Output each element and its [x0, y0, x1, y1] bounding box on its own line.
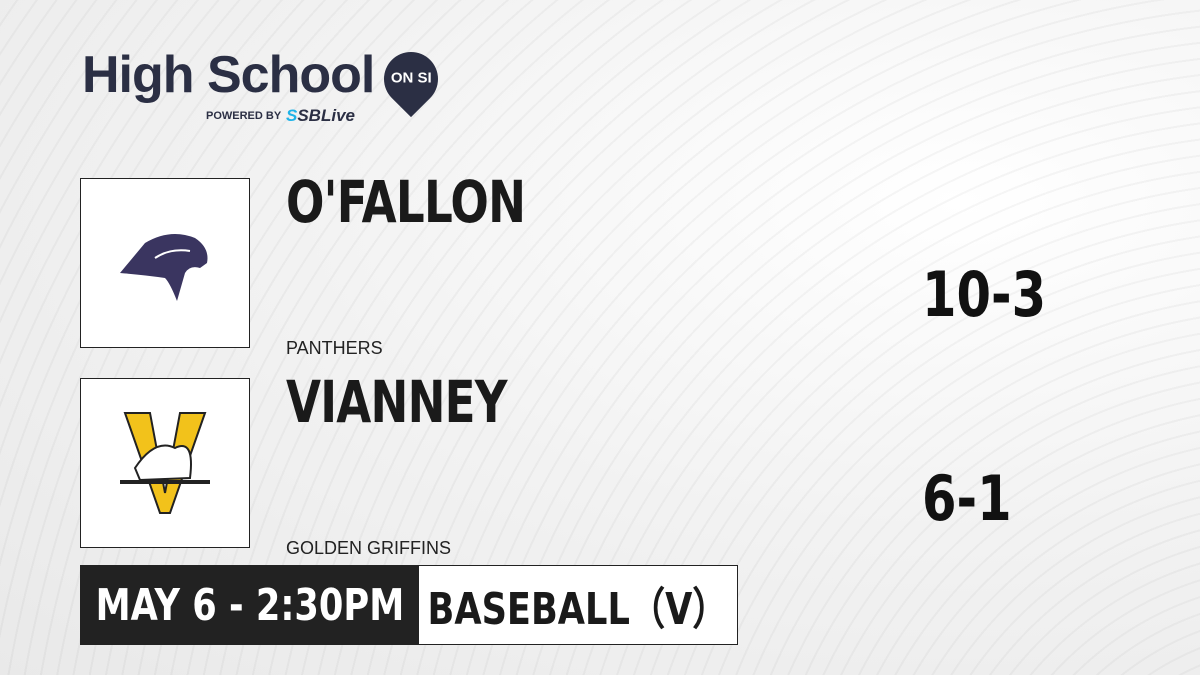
game-info-bar: MAY 6 - 2:30PM BASEBALL（V）: [80, 565, 738, 645]
team-mascot: PANTHERS: [286, 338, 383, 358]
team-logo-ofallon: [80, 178, 250, 348]
team-record: 10-3: [922, 258, 1047, 331]
on-si-pin-icon: ON SI: [373, 40, 450, 118]
game-datetime: MAY 6 - 2:30PM: [81, 566, 419, 644]
team-name: O'FALLON: [286, 168, 526, 236]
team-name: VIANNEY: [286, 368, 508, 436]
high-school-on-si-logo: High School ON SI: [82, 40, 450, 118]
game-sport: BASEBALL（V）: [419, 566, 737, 644]
griffin-v-icon: [120, 412, 210, 514]
team-record: 6-1: [922, 462, 1012, 535]
powered-by-label: POWERED BY: [206, 110, 282, 122]
team-logo-vianney: [80, 378, 250, 548]
sblive-logo: SSBLive: [286, 106, 355, 125]
team-mascot: GOLDEN GRIFFINS: [286, 538, 452, 558]
brand-title: High School: [82, 46, 375, 104]
panther-icon: [120, 234, 208, 301]
